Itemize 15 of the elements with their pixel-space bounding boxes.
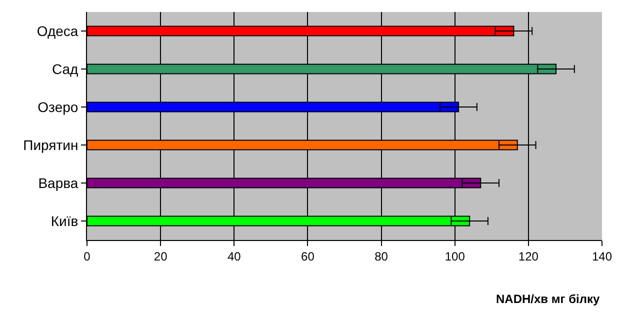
x-tick-label: 40: [227, 249, 242, 264]
x-tick-label: 100: [444, 249, 466, 264]
y-tick-label: Варва: [38, 174, 78, 191]
y-tick-label: Київ: [50, 212, 78, 229]
x-tick-label: 80: [374, 249, 388, 264]
x-tick-label: 120: [518, 249, 539, 264]
y-tick-label: Одеса: [36, 22, 78, 39]
y-tick-label: Пирятин: [23, 136, 78, 153]
x-axis-title: NADH/хв мг білку: [496, 292, 600, 306]
x-tick-label: 60: [301, 249, 315, 264]
x-tick-label: 140: [592, 249, 612, 264]
x-tick-label: 20: [154, 249, 168, 264]
x-tick-label: 0: [84, 249, 91, 264]
y-tick-label: Сад: [52, 60, 78, 77]
y-tick-label: Озеро: [38, 98, 78, 115]
